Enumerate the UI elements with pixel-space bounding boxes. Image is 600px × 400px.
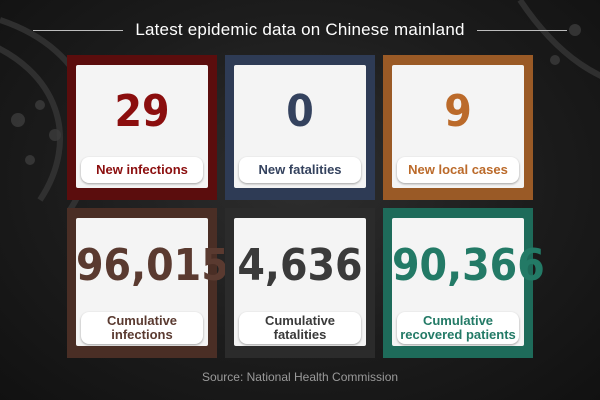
stat-value: 96,015 <box>76 240 229 291</box>
stat-value: 9 <box>444 86 472 137</box>
card-panel: 9 New local cases <box>392 65 524 188</box>
stat-label: New local cases <box>397 157 519 183</box>
stat-value: 0 <box>286 86 314 137</box>
header-left-rule <box>33 29 124 31</box>
stat-value: 90,366 <box>392 240 545 291</box>
source-credit: Source: National Health Commission <box>201 370 399 384</box>
card-panel: 90,366 Cumulative recovered patients <box>392 218 545 346</box>
stat-label: New infections <box>81 157 203 183</box>
stat-label: Cumulative fatalities <box>239 312 361 344</box>
card-panel: 0 New fatalities <box>234 65 366 188</box>
card-new-infections: 29 New infections <box>67 55 217 200</box>
stat-label: Cumulative infections <box>81 312 203 344</box>
card-new-fatalities: 0 New fatalities <box>225 55 375 200</box>
stat-value: 29 <box>114 86 170 137</box>
stat-value: 4,636 <box>237 240 363 291</box>
card-cumulative-fatalities: 4,636 Cumulative fatalities <box>225 208 375 358</box>
card-cumulative-infections: 96,015 Cumulative infections <box>67 208 229 358</box>
card-panel: 4,636 Cumulative fatalities <box>234 218 366 346</box>
stat-label: New fatalities <box>239 157 361 183</box>
card-panel: 96,015 Cumulative infections <box>76 218 229 346</box>
page-title: Latest epidemic data on Chinese mainland <box>135 20 465 39</box>
card-new-local-cases: 9 New local cases <box>383 55 533 200</box>
stat-label: Cumulative recovered patients <box>397 312 519 344</box>
card-cumulative-recovered: 90,366 Cumulative recovered patients <box>383 208 545 358</box>
card-panel: 29 New infections <box>76 65 208 188</box>
header: Latest epidemic data on Chinese mainland <box>0 18 600 42</box>
header-right-rule <box>476 29 567 31</box>
